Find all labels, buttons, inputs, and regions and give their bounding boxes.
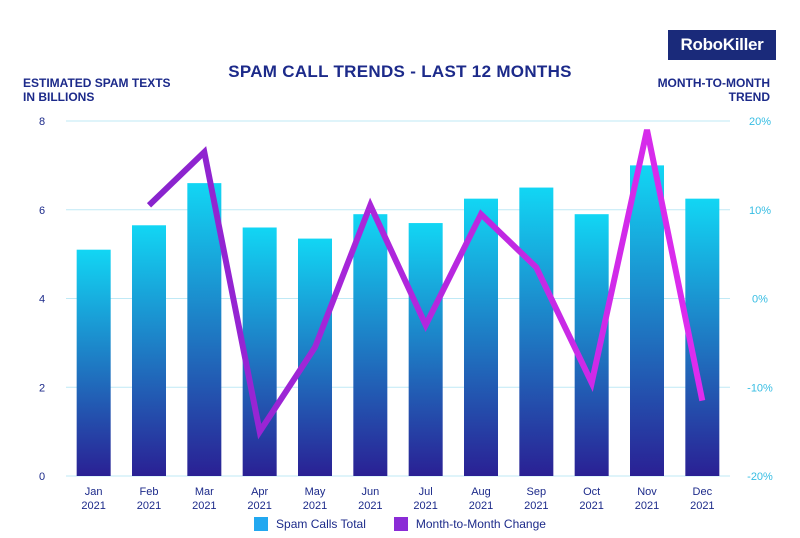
x-tick-label-month: Jun bbox=[361, 486, 379, 498]
x-tick-label-year: 2021 bbox=[358, 500, 382, 512]
bar bbox=[76, 249, 111, 476]
legend-item-month-change: Month-to-Month Change bbox=[393, 517, 546, 531]
bar bbox=[408, 223, 443, 476]
right-axis-label-line-1: MONTH-TO-MONTH bbox=[657, 76, 770, 90]
x-tick-label-year: 2021 bbox=[137, 500, 161, 512]
x-tick-label-month: Jul bbox=[419, 486, 433, 498]
left-tick-label: 8 bbox=[39, 116, 45, 128]
right-tick-label: -20% bbox=[747, 471, 773, 483]
x-tick-label-month: May bbox=[305, 486, 326, 498]
left-axis-label-line-2: IN BILLIONS bbox=[23, 90, 95, 104]
x-tick-label-year: 2021 bbox=[413, 500, 437, 512]
left-tick-label: 0 bbox=[39, 471, 45, 483]
x-tick-label-year: 2021 bbox=[247, 500, 271, 512]
bar bbox=[353, 214, 388, 476]
legend-label-spam-calls: Spam Calls Total bbox=[276, 517, 366, 531]
robokiller-logo: RoboKiller bbox=[668, 30, 776, 60]
x-tick-label-year: 2021 bbox=[579, 500, 603, 512]
x-tick-label-month: Nov bbox=[637, 486, 657, 498]
bar bbox=[187, 183, 222, 476]
x-tick-label-month: Apr bbox=[251, 486, 268, 498]
bar bbox=[298, 238, 332, 476]
legend-label-month-change: Month-to-Month Change bbox=[415, 517, 546, 531]
bar bbox=[242, 227, 277, 476]
legend-item-spam-calls: Spam Calls Total bbox=[254, 517, 366, 531]
x-tick-label-year: 2021 bbox=[81, 500, 105, 512]
chart-title: SPAM CALL TRENDS - LAST 12 MONTHS bbox=[228, 62, 572, 81]
right-tick-label: -10% bbox=[747, 382, 773, 394]
x-tick-label-month: Oct bbox=[583, 486, 600, 498]
right-axis-label: MONTH-TO-MONTH TREND bbox=[658, 76, 770, 104]
left-axis-label-line-1: ESTIMATED SPAM TEXTS bbox=[23, 76, 171, 90]
x-tick-label-year: 2021 bbox=[469, 500, 493, 512]
right-tick-label: 10% bbox=[749, 205, 771, 217]
x-tick-label-year: 2021 bbox=[690, 500, 714, 512]
bar bbox=[464, 198, 498, 476]
legend: Spam Calls Total Month-to-Month Change bbox=[0, 517, 800, 531]
left-tick-label: 6 bbox=[39, 205, 45, 217]
x-tick-label-year: 2021 bbox=[192, 500, 216, 512]
left-axis-label: ESTIMATED SPAM TEXTS IN BILLIONS bbox=[23, 76, 171, 104]
line-series bbox=[146, 129, 706, 440]
x-tick-label-year: 2021 bbox=[303, 500, 327, 512]
legend-swatch-line bbox=[393, 517, 408, 531]
bar bbox=[132, 225, 166, 476]
right-axis-label-line-2: TREND bbox=[728, 90, 770, 104]
left-tick-label: 2 bbox=[39, 382, 45, 394]
x-tick-label-month: Mar bbox=[195, 486, 214, 498]
x-tick-label-month: Sep bbox=[527, 486, 547, 498]
left-tick-label: 4 bbox=[39, 294, 45, 306]
x-tick-label-year: 2021 bbox=[635, 500, 659, 512]
x-tick-label-year: 2021 bbox=[524, 500, 548, 512]
right-tick-label: 20% bbox=[749, 116, 771, 128]
legend-swatch-bars bbox=[254, 517, 269, 531]
x-tick-label-month: Jan bbox=[85, 486, 103, 498]
x-tick-label-month: Aug bbox=[471, 486, 491, 498]
bar bbox=[630, 165, 664, 476]
bar bbox=[574, 214, 609, 476]
bar bbox=[519, 187, 554, 476]
x-tick-label-month: Feb bbox=[140, 486, 159, 498]
x-tick-label-month: Dec bbox=[693, 486, 713, 498]
right-tick-label: 0% bbox=[752, 294, 768, 306]
